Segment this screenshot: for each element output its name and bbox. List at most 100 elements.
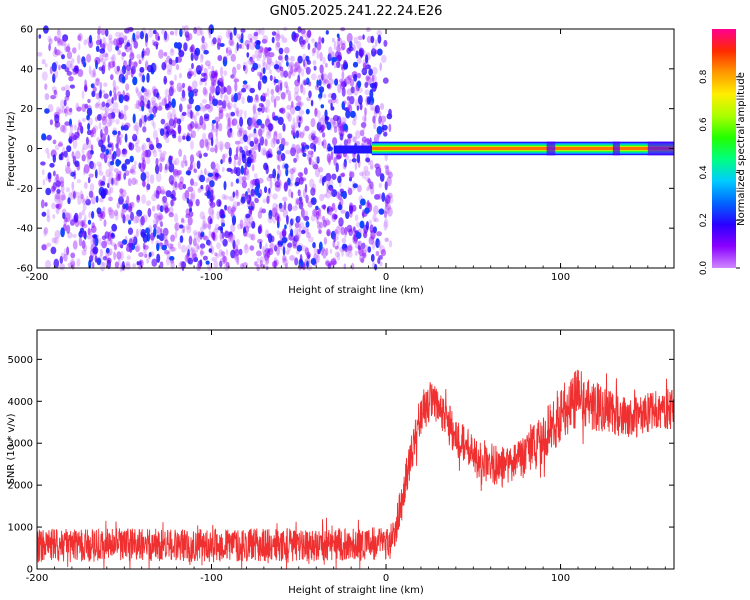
spectrogram-noise-cell [223,195,230,201]
spectrogram-noise-cell [275,203,279,213]
spectrogram-noise-cell [316,42,322,51]
spectrogram-tone-wobble-0 [546,141,556,156]
spectrogram-noise-cell [237,124,240,130]
spectrogram-noise-cell [355,50,359,59]
spectrogram-noise-cell [165,130,169,138]
spectrogram-noise-cell [257,177,264,184]
spectrogram-noise-cell [230,94,235,103]
spectrogram-marks [37,24,674,273]
spectrogram-noise-cell [69,63,74,70]
spectrogram-noise-cell [84,86,88,92]
spectrogram-noise-cell [238,44,242,49]
spectrogram-noise-cell [380,115,387,123]
spectrogram-noise-cell [198,150,202,155]
spectrogram-noise-cell [66,246,70,256]
spectrogram-noise-cell [165,137,170,144]
spectrogram-noise-cell [244,196,250,201]
spectrogram-noise-cell [360,257,365,264]
spectrogram-noise-cell [64,212,71,223]
spectrogram-noise-cell [299,254,303,263]
spectrogram-noise-cell [115,212,119,221]
spectrogram-noise-cell [77,69,84,77]
spectrogram-noise-cell [292,117,296,125]
spectrogram-noise-cell [355,130,361,139]
spectrogram-noise-cell [281,237,288,244]
spectrogram-noise-cell [317,221,321,230]
spectrogram-noise-cell [131,164,137,171]
spectrogram-noise-cell [63,108,67,114]
spectrogram-noise-cell [325,62,328,68]
spectrogram-noise-cell [211,137,214,147]
spectrogram-noise-cell [335,155,342,160]
spectrogram-noise-cell [125,26,132,34]
spectrogram-noise-cell [85,198,91,206]
spectrogram-noise-cell [307,236,314,243]
spectrogram-noise-cell [110,74,114,81]
spectrogram-noise-cell [264,106,268,113]
spectrogram-noise-cell [57,37,61,44]
spectrogram-noise-cell [294,257,299,266]
spectrogram-noise-cell [301,245,308,252]
spectrogram-noise-cell [257,71,262,77]
spectrogram-noise-cell [279,66,284,71]
spectrogram-noise-cell [164,250,170,255]
spectrogram-noise-cell [92,261,95,269]
spectrogram-noise-cell [371,74,377,84]
spectrogram-noise-cell [303,215,310,222]
spectrogram-noise-cell [92,246,99,255]
spectrogram-noise-cell [287,242,293,248]
spectrogram-noise-cell [357,184,362,193]
spectrogram-noise-cell [155,137,159,146]
spectrogram-noise-cell [133,40,139,49]
spectrogram-noise-cell [360,122,367,128]
spectrogram-noise-cell [76,163,81,171]
spectrogram-noise-cell [209,218,213,225]
spectrogram-noise-cell [311,150,314,158]
spectrogram-noise-cell [113,177,118,186]
spectrogram-noise-cell [81,209,85,216]
spectrogram-noise-cell [309,178,315,189]
spectrogram-noise-cell [47,35,52,42]
spectrogram-noise-cell [345,155,350,161]
spectrogram-noise-cell [136,88,140,97]
spectrogram-noise-cell [259,256,265,263]
spectrogram-noise-cell [294,234,300,243]
spectrogram-noise-cell [236,146,240,152]
spectrogram-noise-cell [213,176,217,182]
spectrogram-noise-cell [345,247,350,257]
spectrogram-noise-cell [166,160,170,170]
spectrogram-noise-cell [250,233,256,241]
spectrogram-noise-cell [62,212,66,220]
spectrogram-y-tick-label: 20 [20,104,33,115]
spectrogram-noise-cell [70,252,76,259]
spectrogram-noise-cell [98,179,103,187]
spectrogram-noise-cell [366,187,370,192]
spectrogram-noise-cell [56,28,61,36]
spectrogram-noise-cell [190,109,193,119]
spectrogram-noise-cell [381,192,386,203]
spectrogram-noise-cell [50,185,56,194]
spectrogram-noise-cell [50,95,56,100]
spectrogram-noise-cell [174,157,180,166]
spectrogram-noise-cell [331,202,336,211]
spectrogram-noise-cell [343,248,348,253]
spectrogram-noise-cell [113,251,116,261]
spectrogram-noise-cell [299,83,304,89]
spectrogram-noise-cell [364,207,370,214]
spectrogram-noise-cell [97,28,101,35]
spectrogram-noise-cell [361,67,368,76]
spectrogram-noise-cell [319,88,323,98]
spectrogram-noise-cell [253,97,259,104]
spectrogram-noise-cell [369,181,374,190]
spectrogram-x-tick-label: 100 [551,272,570,283]
spectrogram-noise-cell [300,84,304,94]
spectrogram-noise-cell [240,165,244,175]
spectrogram-noise-cell [266,55,273,65]
spectrogram-noise-cell [69,84,75,89]
spectrogram-noise-cell [372,213,377,222]
spectrogram-noise-cell [130,169,137,175]
spectrogram-noise-cell [325,30,329,35]
spectrogram-noise-cell [326,153,332,163]
spectrogram-noise-cell [58,197,63,208]
